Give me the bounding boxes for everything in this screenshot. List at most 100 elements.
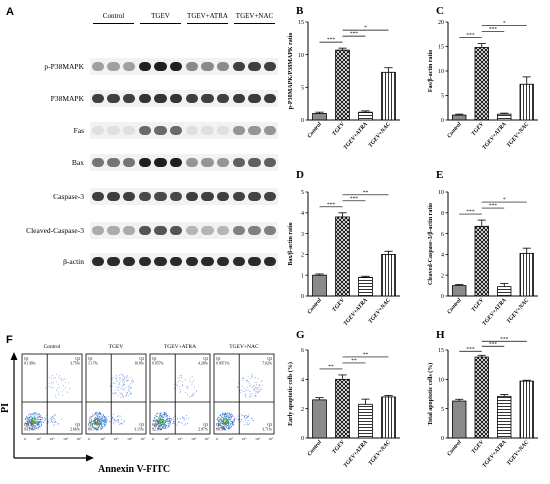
x-tick-label: TGEV+ATRA — [343, 297, 369, 327]
blot-band — [201, 192, 214, 201]
blot-strip — [90, 222, 278, 239]
blot-band — [169, 158, 183, 167]
blot-band — [232, 126, 246, 135]
y-tick-label: 0 — [441, 118, 444, 124]
significance-label: *** — [466, 209, 475, 215]
flow-quadrant-name: Q1 — [88, 357, 93, 361]
panel-letter-g: G — [296, 329, 305, 341]
x-tick-label: Control — [446, 121, 463, 139]
blot-group-label: Control — [102, 12, 125, 20]
bar — [497, 395, 512, 439]
bar — [474, 356, 489, 439]
significance-label: ** — [328, 364, 334, 370]
y-axis-label: p-P38MAPK/P38MAPK ratio — [288, 33, 294, 110]
y-axis-label: Total apoptotic cells (%) — [427, 363, 434, 426]
flow-x-tick-label: 10⁴ — [191, 437, 197, 441]
bar — [335, 49, 350, 121]
flow-quadrant-name: Q1 — [152, 357, 157, 361]
blot-band — [263, 62, 277, 71]
blot-band — [91, 192, 105, 201]
blot-band — [122, 226, 136, 235]
flow-quadrant-name: Q3 — [139, 423, 144, 427]
flow-quadrant-name: Q3 — [75, 423, 80, 427]
y-tick-label: 15 — [438, 45, 444, 51]
flow-quadrant-value: 0.136% — [24, 362, 37, 366]
blot-band — [107, 62, 120, 71]
y-tick-label: 6 — [441, 232, 444, 238]
blot-band — [107, 158, 120, 167]
significance-label: *** — [350, 196, 359, 202]
bar-chart-h: H 0 5 10 15 Total apoptotic cells (%) Control T… — [427, 329, 538, 469]
x-tick-label: TGEV+NAC — [506, 297, 530, 324]
significance-label: *** — [489, 203, 498, 209]
bar — [497, 113, 512, 121]
blot-band — [263, 226, 277, 235]
blot-band — [91, 226, 105, 235]
blot-strip — [90, 122, 278, 139]
bar — [312, 274, 327, 297]
blot-band — [122, 94, 136, 103]
x-tick-label: TGEV — [471, 439, 486, 456]
flow-quadrant-value: 2.87% — [198, 428, 209, 432]
flow-x-tick-label: 10⁵ — [269, 437, 275, 441]
blot-band — [201, 94, 214, 103]
flow-plot-title: TGEV+ATRA — [164, 344, 196, 350]
flow-quadrant-value: 80.7% — [88, 428, 99, 432]
flow-x-tick-label: 10³ — [242, 437, 247, 441]
bar — [452, 114, 467, 121]
blot-band — [138, 94, 152, 103]
y-axis-label: Cleaved-Caspase-3/β-actin ratio — [428, 203, 434, 285]
bar — [358, 403, 373, 439]
blot-band — [107, 257, 120, 266]
blot-band — [91, 94, 105, 103]
blot-band — [201, 62, 214, 71]
significance-label: * — [503, 21, 506, 27]
blot-strip — [90, 253, 278, 270]
x-tick-label: Control — [446, 439, 463, 457]
panel-letter-e: E — [436, 169, 443, 181]
y-arrow-head — [10, 352, 18, 360]
blot-group-underline — [234, 23, 275, 24]
significance-label: *** — [466, 346, 475, 352]
flow-plot-title: Control — [44, 344, 61, 350]
blot-band — [122, 62, 136, 71]
x-tick-label: TGEV — [331, 439, 346, 456]
blot-band — [248, 126, 261, 135]
flow-quadrant-value: 92.8% — [152, 428, 163, 432]
blot-band — [201, 226, 214, 235]
bar — [312, 113, 327, 121]
significance-label: * — [503, 197, 506, 203]
bar — [497, 286, 512, 297]
blot-band — [138, 158, 152, 167]
bar — [358, 111, 373, 121]
bar-chart-e: E 0 2 4 6 8 10 Cleaved-Caspase-3/β-actin ratio C… — [428, 169, 538, 327]
blot-band — [107, 192, 120, 201]
blot-band — [248, 257, 261, 266]
flow-quadrant-value: 1.17% — [88, 362, 99, 366]
blot-group-label: TGEV — [151, 12, 170, 20]
x-tick-label: TGEV+NAC — [506, 439, 530, 466]
blot-band — [232, 62, 246, 71]
y-tick-label: 4 — [301, 378, 304, 384]
bar — [381, 396, 396, 439]
x-tick-label: TGEV — [331, 121, 346, 138]
blot-band — [201, 158, 214, 167]
bar — [474, 47, 489, 121]
blot-band — [122, 192, 136, 201]
blot-strip — [90, 58, 278, 75]
x-tick-label: Control — [446, 297, 463, 315]
flow-quadrant-name: Q2 — [203, 357, 208, 361]
y-tick-label: 15 — [298, 20, 304, 26]
blot-band — [138, 62, 152, 71]
x-tick-label: TGEV+NAC — [368, 121, 392, 148]
flow-quadrant-name: Q1 — [216, 357, 221, 361]
blot-band — [216, 126, 230, 135]
blot-band — [169, 192, 183, 201]
y-tick-label: 10 — [438, 190, 444, 196]
y-tick-label: 8 — [441, 211, 444, 217]
blot-band — [248, 94, 261, 103]
flow-x-tick-label: 10² — [164, 437, 169, 441]
blot-band — [154, 257, 167, 266]
flow-x-tick-label: 10⁴ — [127, 437, 133, 441]
blot-band — [169, 94, 183, 103]
